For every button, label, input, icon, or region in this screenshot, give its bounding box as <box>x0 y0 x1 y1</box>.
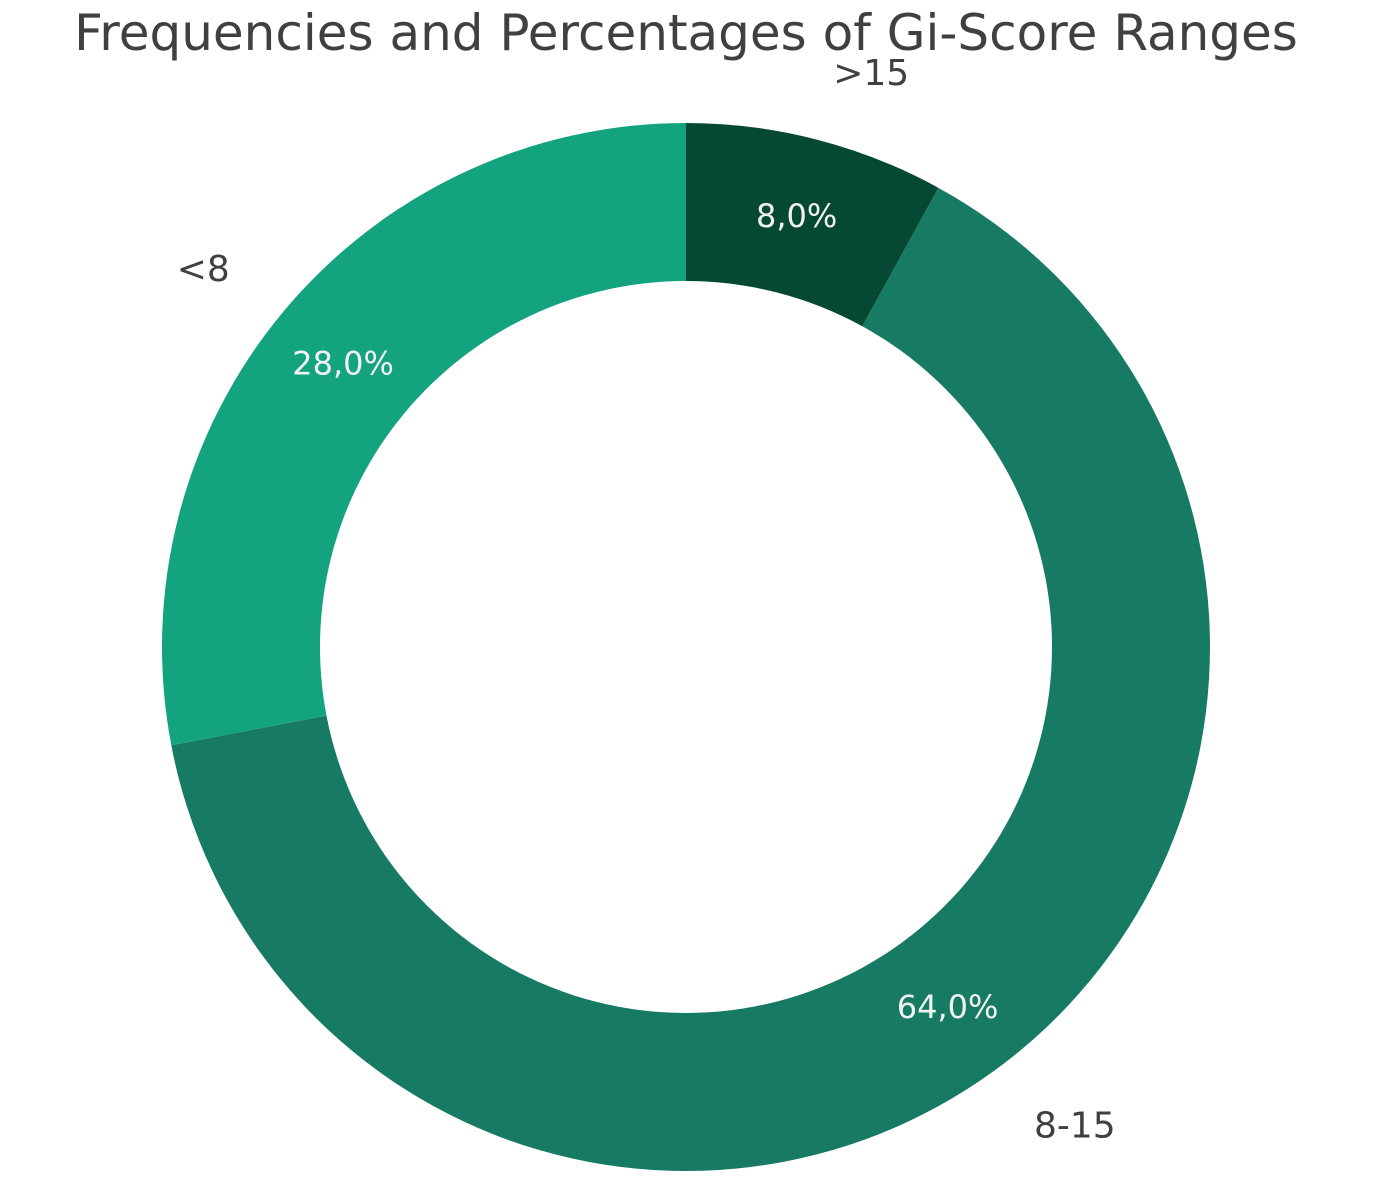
slices-group <box>161 123 1210 1172</box>
slice-label-0: >15 <box>833 53 909 94</box>
slice-2 <box>161 123 686 746</box>
slice-label-1: 8-15 <box>1034 1105 1116 1146</box>
slice-1 <box>171 187 1210 1172</box>
slice-label-2: <8 <box>177 249 230 290</box>
slice-percent-1: 64,0% <box>897 988 999 1026</box>
labels-group: >15 8,0% 8-15 64,0% <8 28,0% <box>177 53 1116 1146</box>
chart-title: Frequencies and Percentages of Gi-Score … <box>74 4 1298 62</box>
slice-percent-2: 28,0% <box>292 344 394 382</box>
slice-percent-0: 8,0% <box>756 197 837 235</box>
slice-0 <box>686 123 939 327</box>
